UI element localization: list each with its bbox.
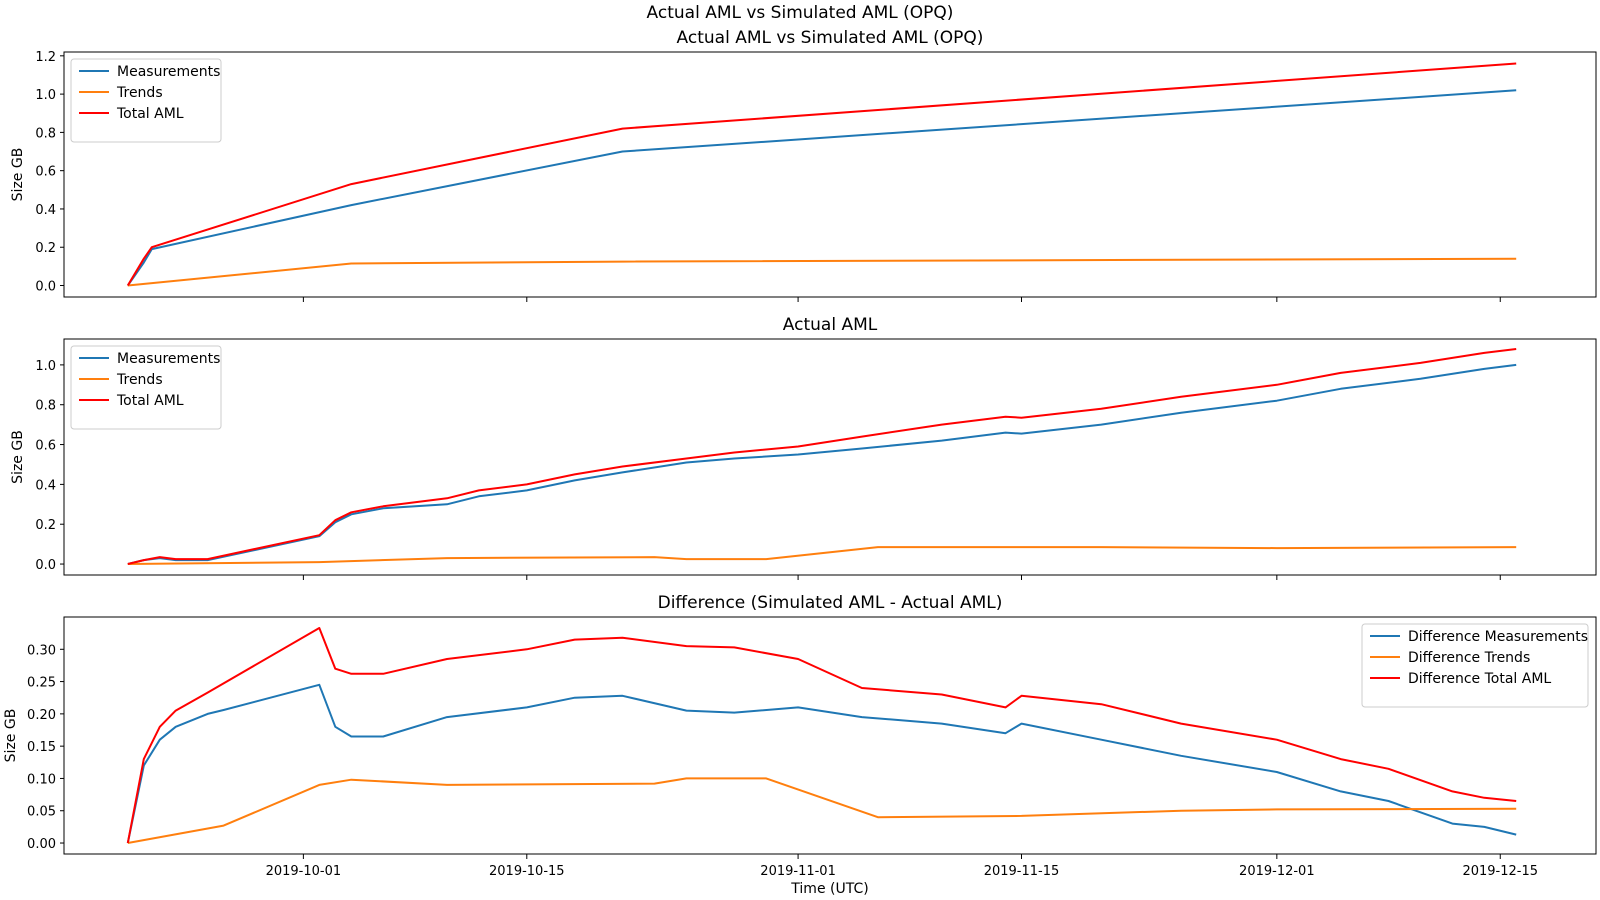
y-tick-label: 0.4 <box>35 203 56 218</box>
legend-label: Measurements <box>117 351 220 367</box>
y-tick-label: 0.05 <box>27 805 56 820</box>
legend-label: Trends <box>116 372 163 388</box>
legend-box <box>1361 623 1589 708</box>
y-axis-label: Size GB <box>10 430 26 484</box>
y-tick-label: 0.6 <box>35 165 56 180</box>
y-tick-label: 0.10 <box>27 772 56 787</box>
subplot-3: Difference (Simulated AML - Actual AML) S… <box>3 593 1597 879</box>
y-tick-label: 0.2 <box>35 518 56 533</box>
legend-label: Difference Trends <box>1408 650 1530 666</box>
series-line-total-aml <box>126 62 1517 287</box>
subplot-title: Actual AML <box>783 315 878 335</box>
subplots: Actual AML vs Simulated AML (OPQ) Size GB… <box>3 28 1597 879</box>
x-tick-label: 2019-11-01 <box>760 864 836 879</box>
figure-suptitle: Actual AML vs Simulated AML (OPQ) <box>647 3 954 23</box>
plot-frame <box>63 338 1597 576</box>
y-axis-label: Size GB <box>10 148 26 202</box>
x-axis-label: Time (UTC) <box>790 881 868 897</box>
legend-box <box>70 58 222 143</box>
x-tick-label: 2019-12-01 <box>1239 864 1315 879</box>
plot-frame <box>63 616 1597 855</box>
y-tick-label: 0.00 <box>27 837 56 852</box>
legend: Measurements Trends Total AML <box>70 58 222 143</box>
y-tick-label: 0.0 <box>35 558 56 573</box>
y-tick-label: 0.2 <box>35 241 56 256</box>
y-tick-label: 0.6 <box>35 439 56 454</box>
plot-frame <box>63 51 1597 298</box>
subplot-title: Difference (Simulated AML - Actual AML) <box>658 593 1003 613</box>
legend: Difference Measurements Difference Trends… <box>1361 623 1589 708</box>
y-tick-label: 1.0 <box>35 88 56 103</box>
series-line-difference-total-aml <box>126 627 1517 844</box>
y-tick-label: 0.15 <box>27 740 56 755</box>
legend-box <box>70 345 222 430</box>
series-line-trends <box>127 257 1517 287</box>
y-tick-label: 0.30 <box>27 643 56 658</box>
x-tick-label: 2019-11-15 <box>984 864 1060 879</box>
series-line-trends <box>127 546 1517 565</box>
series-line-measurements <box>126 89 1517 287</box>
y-tick-label: 0.8 <box>35 399 56 414</box>
legend-label: Difference Measurements <box>1408 629 1588 645</box>
y-tick-label: 0.8 <box>35 126 56 141</box>
series-line-difference-measurements <box>126 683 1517 844</box>
y-tick-label: 1.0 <box>35 359 56 374</box>
legend-label: Trends <box>116 85 163 101</box>
y-tick-label: 0.4 <box>35 478 56 493</box>
y-tick-label: 0.0 <box>35 280 56 295</box>
y-tick-label: 0.20 <box>27 708 56 723</box>
subplot-1: Actual AML vs Simulated AML (OPQ) Size GB… <box>10 28 1597 302</box>
legend-label: Difference Total AML <box>1408 671 1551 687</box>
y-tick-label: 0.25 <box>27 676 56 691</box>
subplot-2: Actual AML Size GB 0.0 0.2 0.4 0.6 0.8 1.0 Measu… <box>10 315 1597 580</box>
legend-label: Measurements <box>117 64 220 80</box>
subplot-title: Actual AML vs Simulated AML (OPQ) <box>677 28 984 48</box>
y-tick-label: 1.2 <box>35 50 56 65</box>
legend-label: Total AML <box>116 393 184 409</box>
legend: Measurements Trends Total AML <box>70 345 222 430</box>
x-tick-label: 2019-10-01 <box>266 864 342 879</box>
series-line-difference-trends <box>127 777 1517 844</box>
y-axis-label: Size GB <box>3 709 19 763</box>
x-tick-label: 2019-12-15 <box>1462 864 1538 879</box>
x-tick-label: 2019-10-15 <box>489 864 565 879</box>
series-line-total-aml <box>127 348 1517 565</box>
legend-label: Total AML <box>116 106 184 122</box>
